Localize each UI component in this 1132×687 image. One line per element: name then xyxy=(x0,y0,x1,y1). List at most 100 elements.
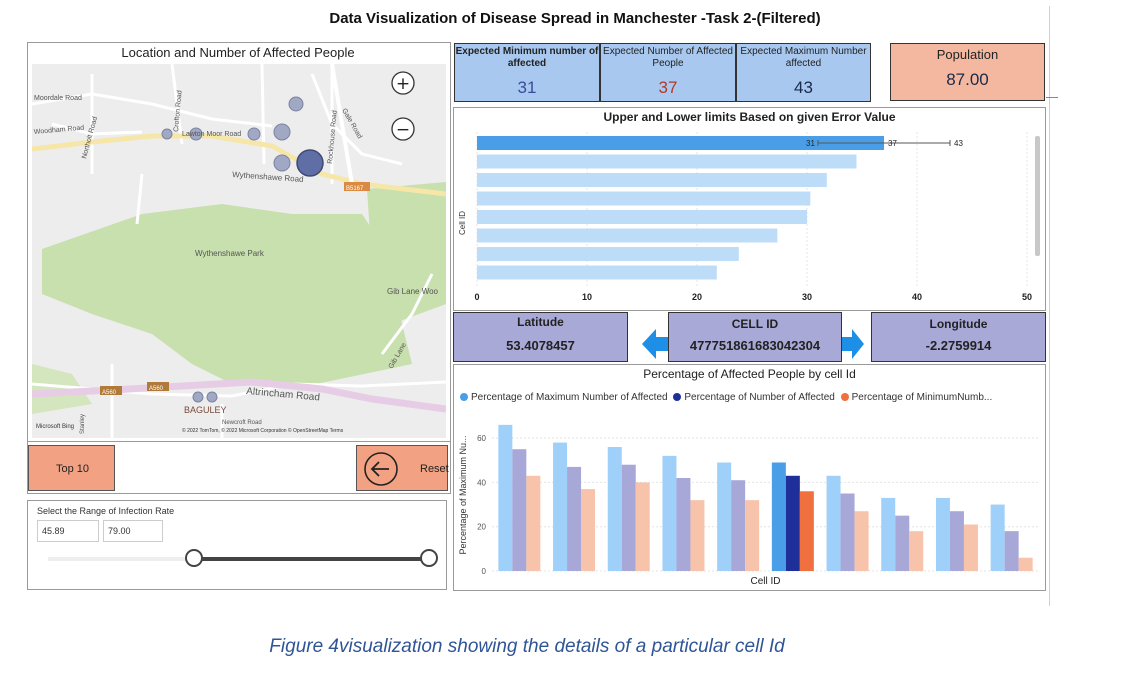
dashboard-title: Data Visualization of Disease Spread in … xyxy=(329,10,821,27)
percentage-bar xyxy=(635,482,650,571)
slider-max-input[interactable]: 79.00 xyxy=(103,520,163,542)
percentage-bar xyxy=(731,480,746,571)
latitude-value: 53.4078457 xyxy=(506,338,575,353)
kpi-max-value: 43 xyxy=(794,78,813,97)
map-label-crofton: Crofton Road xyxy=(173,90,184,132)
slider-track-left xyxy=(48,557,194,561)
percentage-bar xyxy=(690,500,705,571)
infection-rate-slicer xyxy=(27,500,447,590)
bubble-cell-3 xyxy=(273,123,291,141)
slider-min-input[interactable]: 45.89 xyxy=(37,520,99,542)
reset-button[interactable]: Reset xyxy=(356,445,449,491)
svg-text:−: − xyxy=(396,120,410,140)
percentage-bar xyxy=(909,531,924,571)
cellid-card: CELL ID 477751861683042304 xyxy=(668,312,842,362)
percentage-bar xyxy=(498,424,513,571)
slider-label: Select the Range of Infection Rate xyxy=(37,506,175,516)
percentage-bar xyxy=(512,449,527,571)
map-label-woodham: Woodham Road xyxy=(34,125,85,136)
limits-y-axis-label: Cell ID xyxy=(458,211,467,235)
map-label-a560-1: A560 xyxy=(102,390,117,396)
top10-button[interactable]: Top 10 xyxy=(28,445,115,491)
a560-sign-2 xyxy=(147,382,169,391)
legend-item-max[interactable]: Percentage of Maximum Number of Affected xyxy=(460,392,668,403)
limits-bar xyxy=(477,154,857,169)
map-label-b5167: B5167 xyxy=(346,186,364,192)
percentage-bar xyxy=(676,478,691,571)
percentage-bar xyxy=(935,497,950,571)
zoom-in-button[interactable]: + xyxy=(391,71,415,95)
percentage-bar xyxy=(526,475,541,571)
percentage-column-chart[interactable]: 0 20 40 60 Cell ID Percentage of Maximum Nu..… xyxy=(454,410,1044,590)
bubble-cell-2 xyxy=(273,154,291,172)
percentage-bar xyxy=(895,515,910,571)
kpi-max-affected: Expected Maximum Number affected 43 xyxy=(736,43,871,102)
limits-chart-title: Upper and Lower limits Based on given Er… xyxy=(603,110,896,124)
slider-track-active xyxy=(194,557,429,561)
limits-x-tick-label: 10 xyxy=(582,292,592,302)
left-arrow-circle-icon xyxy=(364,452,398,486)
kpi-expected-value: 37 xyxy=(658,78,678,97)
percentage-bar xyxy=(840,493,855,571)
next-cell-arrow-icon[interactable] xyxy=(842,327,864,361)
bing-logo: Microsoft Bing xyxy=(36,424,74,430)
percentage-bar xyxy=(799,491,814,571)
percentage-bar xyxy=(553,442,568,571)
page-divider-tick xyxy=(1046,97,1058,98)
percentage-bar xyxy=(990,504,1005,571)
prev-cell-arrow-icon[interactable] xyxy=(642,327,668,361)
limits-bar xyxy=(477,173,827,187)
map-graphic[interactable]: + − Moordale Road Woodham Road Northolt … xyxy=(32,64,446,438)
map-label-rockhouse: Rockhouse Road xyxy=(327,110,339,164)
map-label-stanley: Stanley xyxy=(80,414,86,434)
map-label-a560-2: A560 xyxy=(149,386,164,392)
page-divider xyxy=(1049,6,1050,606)
top10-label: Top 10 xyxy=(56,463,90,475)
figure-caption: Figure 4visualization showing the detail… xyxy=(269,636,785,657)
bubble-cell-8 xyxy=(192,391,204,403)
reset-label: Reset xyxy=(420,463,449,475)
percentage-bar xyxy=(785,475,800,571)
percentage-y-axis-label: Percentage of Maximum Nu... xyxy=(458,435,468,554)
limits-bar-chart[interactable]: 0 10 20 30 40 50 31 37 43 Cell ID xyxy=(454,128,1044,308)
map-label-park: Wythenshawe Park xyxy=(195,249,265,258)
park-area xyxy=(42,204,412,389)
percentage-bar xyxy=(826,475,841,571)
longitude-label: Longitude xyxy=(929,317,988,331)
percentage-bar xyxy=(854,511,869,571)
percentage-y-tick-label: 0 xyxy=(482,567,487,576)
percentage-bar xyxy=(621,464,636,571)
bubble-cell-4 xyxy=(288,96,304,112)
limits-bar xyxy=(477,191,811,206)
kpi-population: Population 87.00 xyxy=(890,43,1045,101)
slider-handle-min[interactable] xyxy=(185,549,203,567)
cellid-value: 477751861683042304 xyxy=(689,338,821,353)
percentage-bar xyxy=(717,462,732,571)
error-bar-label: 37 xyxy=(888,139,897,148)
bubble-cell-9 xyxy=(206,391,218,403)
slider-handle-max[interactable] xyxy=(420,549,438,567)
map-title: Location and Number of Affected People xyxy=(121,45,355,60)
kpi-min-value: 31 xyxy=(517,78,537,97)
bubble-cell-6 xyxy=(189,127,203,141)
map-canvas[interactable]: + − Moordale Road Woodham Road Northolt … xyxy=(32,64,446,438)
population-label: Population xyxy=(936,47,999,62)
population-value: 87.00 xyxy=(946,70,989,89)
percentage-bar xyxy=(567,466,582,571)
bubble-cell-5 xyxy=(247,127,261,141)
percentage-bar xyxy=(949,511,964,571)
cellid-label: CELL ID xyxy=(731,317,779,331)
percentage-chart-legend: Percentage of Maximum Number of Affected… xyxy=(460,392,992,403)
longitude-card: Longitude -2.2759914 xyxy=(871,312,1046,362)
limits-bar xyxy=(477,136,884,150)
legend-item-min[interactable]: Percentage of MinimumNumb... xyxy=(840,392,992,403)
error-bar-label: 43 xyxy=(954,139,963,148)
zoom-out-button[interactable]: − xyxy=(391,117,415,141)
percentage-bar xyxy=(745,500,760,571)
limits-x-tick-label: 40 xyxy=(912,292,922,302)
kpi-max-label: Expected Maximum Number affected xyxy=(740,46,867,69)
limits-bar xyxy=(477,228,778,243)
limits-bar xyxy=(477,265,717,280)
legend-item-number[interactable]: Percentage of Number of Affected xyxy=(673,392,835,403)
map-label-gib-lane-woo: Gib Lane Woo xyxy=(387,287,439,296)
